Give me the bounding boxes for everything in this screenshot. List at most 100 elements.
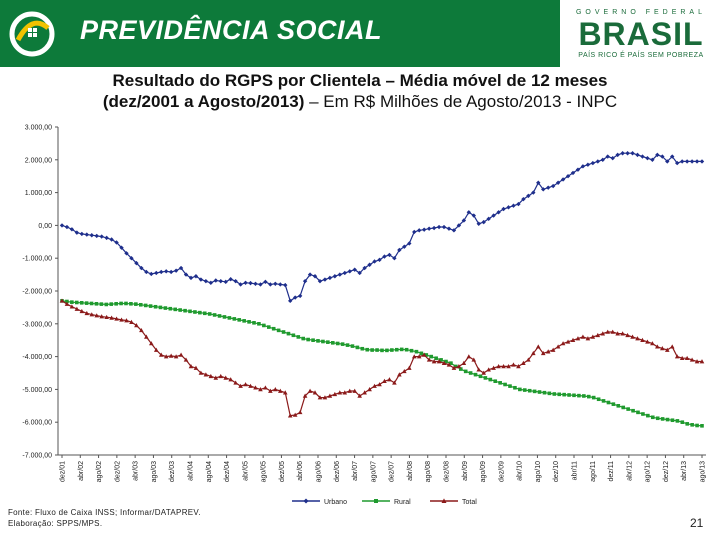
chart-title-line2-units: – Em R$ Milhões de Agosto/2013 - INPC bbox=[304, 92, 618, 111]
data-point-total bbox=[208, 373, 214, 379]
legend-label-rural: Rural bbox=[394, 499, 411, 506]
data-point-rural bbox=[700, 424, 704, 428]
data-point-rural bbox=[143, 303, 148, 308]
data-point-total bbox=[406, 365, 412, 370]
data-point-total bbox=[89, 312, 95, 317]
data-point-total bbox=[516, 364, 521, 369]
data-point-rural bbox=[478, 374, 483, 379]
data-point-urbano bbox=[332, 274, 338, 279]
x-tick-label: abr/11 bbox=[572, 461, 579, 480]
data-point-urbano bbox=[550, 183, 556, 189]
data-point-total bbox=[188, 364, 194, 369]
data-point-total bbox=[476, 367, 482, 372]
data-point-rural bbox=[404, 347, 409, 352]
data-point-urbano bbox=[526, 193, 531, 199]
data-point-total bbox=[109, 315, 114, 320]
data-point-rural bbox=[306, 337, 310, 342]
data-point-rural bbox=[124, 301, 128, 306]
data-point-urbano bbox=[198, 277, 204, 282]
data-point-rural bbox=[399, 347, 404, 352]
data-point-urbano bbox=[640, 154, 645, 159]
data-point-total bbox=[441, 360, 447, 365]
source-note: Fonte: Fluxo de Caixa INSS; Informar/DAT… bbox=[8, 507, 201, 529]
data-point-urbano bbox=[273, 281, 278, 286]
data-point-total bbox=[64, 301, 70, 306]
data-point-urbano bbox=[650, 157, 655, 162]
data-point-rural bbox=[222, 315, 227, 319]
x-tick-label: ago/08 bbox=[425, 461, 432, 483]
data-point-total bbox=[402, 368, 407, 374]
data-point-rural bbox=[527, 388, 532, 393]
data-point-rural bbox=[321, 339, 325, 344]
data-point-urbano bbox=[134, 260, 139, 266]
data-point-total bbox=[347, 388, 353, 393]
data-point-total bbox=[650, 341, 655, 346]
data-point-rural bbox=[232, 317, 237, 321]
x-tick-label: ago/07 bbox=[370, 461, 377, 483]
data-point-urbano bbox=[119, 245, 124, 250]
x-tick-label: dez/01 bbox=[60, 461, 67, 482]
data-point-urbano bbox=[625, 151, 630, 156]
data-point-rural bbox=[518, 387, 522, 392]
data-point-total bbox=[198, 370, 204, 375]
data-point-rural bbox=[473, 372, 478, 377]
data-point-rural bbox=[370, 348, 374, 352]
data-point-total bbox=[59, 298, 65, 303]
data-point-total bbox=[337, 390, 343, 395]
y-tick-label: -7.000,00 bbox=[22, 453, 52, 460]
data-point-total bbox=[248, 383, 253, 388]
data-point-urbano bbox=[635, 152, 640, 158]
data-point-urbano bbox=[555, 180, 561, 185]
data-point-urbano bbox=[694, 159, 700, 164]
data-point-urbano bbox=[441, 224, 447, 230]
data-point-urbano bbox=[521, 196, 526, 202]
data-point-urbano bbox=[193, 274, 199, 279]
data-point-rural bbox=[508, 384, 512, 388]
data-point-urbano bbox=[575, 167, 581, 172]
data-point-total bbox=[630, 334, 635, 339]
x-tick-label: ago/10 bbox=[535, 461, 542, 483]
data-point-urbano bbox=[223, 279, 228, 285]
x-tick-label: ago/04 bbox=[206, 461, 213, 483]
data-point-rural bbox=[281, 330, 286, 334]
data-point-total bbox=[640, 337, 645, 342]
data-point-total bbox=[178, 352, 184, 357]
chart-title-block: Resultado do RGPS por Clientela – Média … bbox=[0, 70, 720, 112]
data-point-rural bbox=[626, 407, 630, 411]
data-point-rural bbox=[606, 400, 611, 405]
data-point-rural bbox=[301, 336, 306, 341]
x-tick-label: abr/05 bbox=[242, 461, 249, 481]
data-point-rural bbox=[134, 302, 138, 306]
data-point-urbano bbox=[114, 240, 119, 245]
data-point-total bbox=[134, 323, 139, 328]
data-point-urbano bbox=[660, 154, 665, 159]
data-point-total bbox=[436, 359, 442, 364]
data-point-urbano bbox=[139, 265, 144, 271]
data-point-urbano bbox=[292, 295, 298, 300]
data-point-total bbox=[273, 387, 278, 392]
data-point-urbano bbox=[665, 159, 670, 164]
data-point-urbano bbox=[605, 154, 610, 159]
data-point-total bbox=[84, 310, 90, 316]
data-point-rural bbox=[532, 389, 537, 394]
data-point-total bbox=[213, 375, 219, 380]
data-point-total bbox=[392, 380, 397, 385]
series-line-total bbox=[61, 300, 702, 417]
data-point-rural bbox=[458, 367, 463, 371]
data-point-rural bbox=[463, 369, 468, 374]
series-line-urbano bbox=[61, 152, 702, 302]
data-point-total bbox=[302, 393, 308, 398]
data-point-total bbox=[387, 377, 392, 382]
data-point-total bbox=[119, 317, 124, 322]
y-tick-label: 2.000,00 bbox=[25, 157, 52, 164]
data-point-rural bbox=[675, 419, 680, 423]
data-point-total bbox=[481, 370, 487, 375]
y-tick-label: 3.000,00 bbox=[25, 125, 52, 132]
series-line-rural bbox=[61, 300, 703, 427]
data-point-urbano bbox=[283, 282, 288, 288]
data-point-total bbox=[357, 393, 362, 398]
data-point-total bbox=[114, 316, 119, 321]
x-tick-label: dez/05 bbox=[279, 461, 286, 482]
data-point-urbano bbox=[481, 219, 486, 225]
data-point-total bbox=[312, 390, 318, 395]
